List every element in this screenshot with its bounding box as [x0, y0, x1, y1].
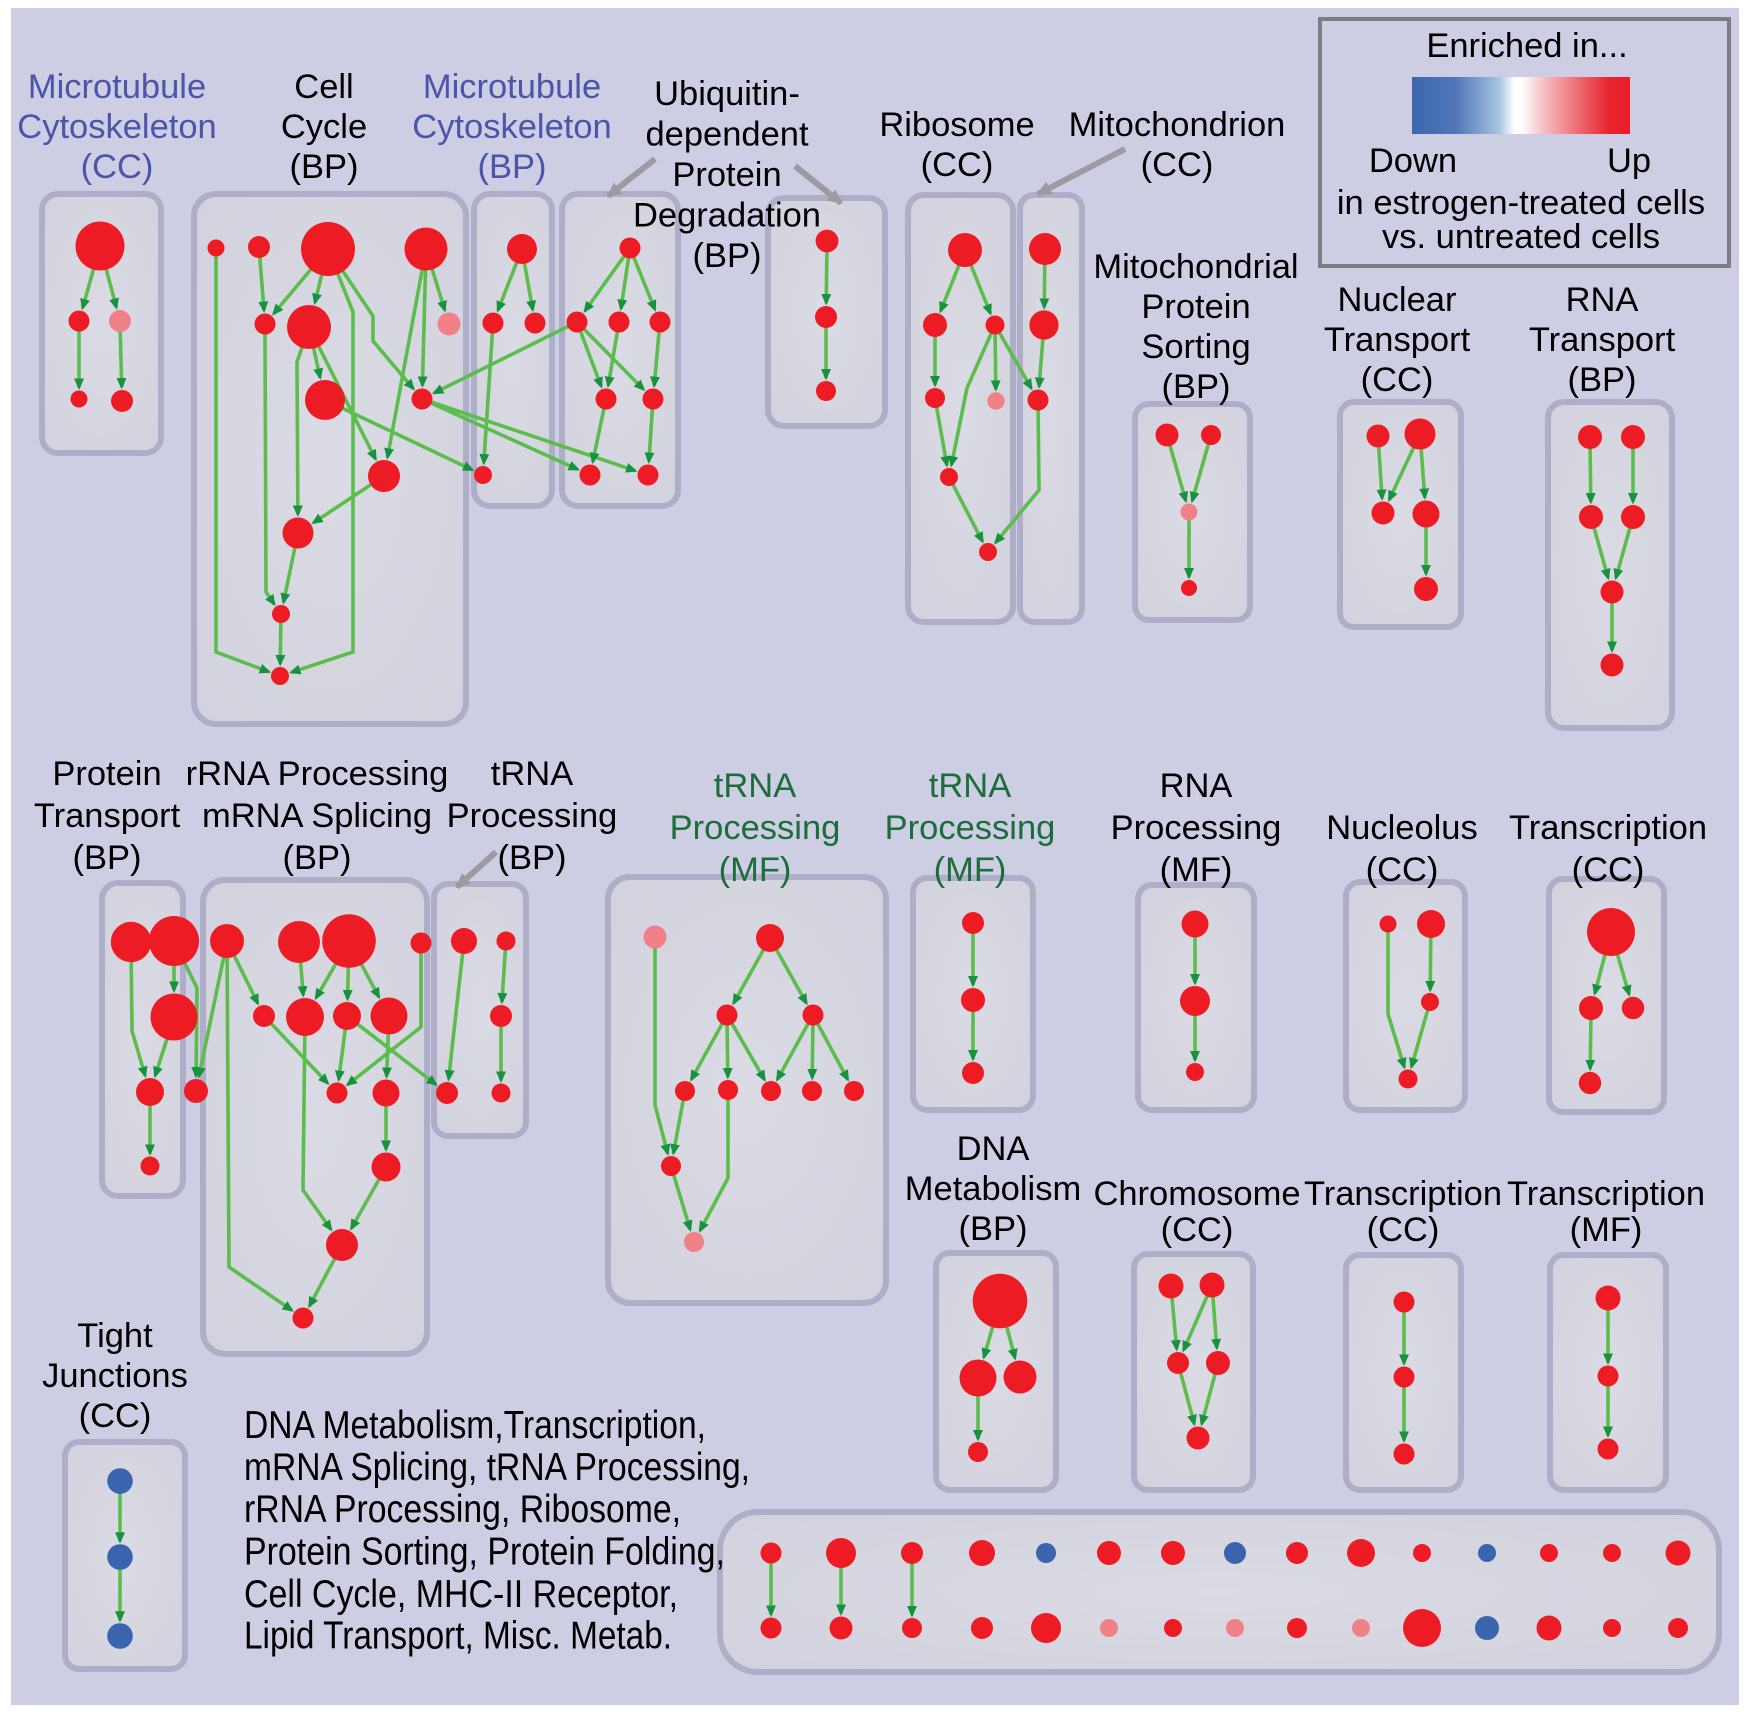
svg-text:(BP): (BP)	[1162, 368, 1231, 406]
svg-text:Protein: Protein	[672, 156, 781, 194]
svg-text:Transport: Transport	[34, 797, 181, 835]
svg-text:Microtubule: Microtubule	[28, 68, 206, 106]
svg-text:(CC): (CC)	[1366, 851, 1439, 889]
svg-text:Transport: Transport	[1324, 321, 1471, 359]
svg-text:(BP): (BP)	[283, 839, 352, 877]
svg-text:Processing: Processing	[447, 797, 618, 835]
svg-text:(CC): (CC)	[1161, 1211, 1234, 1249]
svg-text:Chromosome: Chromosome	[1093, 1175, 1300, 1213]
svg-text:(MF): (MF)	[719, 851, 792, 889]
svg-text:tRNA: tRNA	[929, 767, 1011, 805]
svg-text:(CC): (CC)	[921, 146, 994, 184]
svg-text:(CC): (CC)	[1572, 851, 1645, 889]
svg-text:Cytoskeleton: Cytoskeleton	[17, 108, 216, 146]
svg-text:DNA Metabolism,Transcription,: DNA Metabolism,Transcription,	[244, 1404, 706, 1447]
svg-text:Junctions: Junctions	[42, 1357, 188, 1395]
svg-text:RNA: RNA	[1160, 767, 1233, 805]
svg-text:vs. untreated cells: vs. untreated cells	[1382, 218, 1660, 256]
svg-text:Up: Up	[1607, 142, 1651, 180]
svg-text:in estrogen-treated cells: in estrogen-treated cells	[1337, 184, 1705, 222]
svg-text:Transcription: Transcription	[1507, 1175, 1705, 1213]
svg-text:(CC): (CC)	[1361, 361, 1434, 399]
svg-text:(BP): (BP)	[959, 1210, 1028, 1248]
svg-text:Lipid Transport, Misc. Metab.: Lipid Transport, Misc. Metab.	[244, 1615, 672, 1658]
svg-text:(CC): (CC)	[1141, 146, 1214, 184]
svg-text:Degradation: Degradation	[633, 197, 821, 235]
svg-text:Microtubule: Microtubule	[423, 68, 601, 106]
svg-text:(CC): (CC)	[79, 1397, 152, 1435]
svg-text:Ubiquitin-: Ubiquitin-	[654, 75, 800, 113]
svg-text:rRNA Processing, Ribosome,: rRNA Processing, Ribosome,	[244, 1488, 681, 1531]
svg-text:Nuclear: Nuclear	[1338, 281, 1457, 319]
svg-text:Ribosome: Ribosome	[879, 106, 1034, 144]
svg-text:Sorting: Sorting	[1141, 328, 1250, 366]
svg-text:(BP): (BP)	[498, 839, 567, 877]
svg-text:(BP): (BP)	[478, 148, 547, 186]
svg-text:Mitochondrion: Mitochondrion	[1069, 106, 1286, 144]
svg-text:Cytoskeleton: Cytoskeleton	[412, 108, 611, 146]
svg-text:Cell: Cell	[294, 68, 353, 106]
svg-text:rRNA Processing: rRNA Processing	[186, 755, 449, 793]
svg-text:Nucleolus: Nucleolus	[1326, 809, 1478, 847]
svg-text:(BP): (BP)	[290, 148, 359, 186]
svg-text:dependent: dependent	[645, 116, 808, 154]
svg-text:(MF): (MF)	[1570, 1211, 1643, 1249]
svg-text:tRNA: tRNA	[491, 755, 573, 793]
svg-text:(BP): (BP)	[693, 237, 762, 275]
svg-text:RNA: RNA	[1566, 281, 1639, 319]
svg-text:Enriched in...: Enriched in...	[1426, 27, 1627, 65]
svg-text:Tight: Tight	[77, 1317, 153, 1355]
svg-text:Down: Down	[1369, 142, 1457, 180]
svg-text:(BP): (BP)	[73, 839, 142, 877]
svg-text:(CC): (CC)	[1367, 1211, 1440, 1249]
svg-text:Transcription: Transcription	[1509, 809, 1707, 847]
svg-text:Protein Sorting, Protein Foldi: Protein Sorting, Protein Folding,	[244, 1531, 725, 1574]
svg-text:Cycle: Cycle	[281, 108, 367, 146]
svg-text:Cell Cycle, MHC-II Receptor,: Cell Cycle, MHC-II Receptor,	[244, 1573, 678, 1616]
svg-text:mRNA Splicing: mRNA Splicing	[202, 797, 432, 835]
svg-text:Processing: Processing	[885, 809, 1056, 847]
svg-text:Mitochondrial: Mitochondrial	[1093, 248, 1298, 286]
svg-text:Transcription: Transcription	[1304, 1175, 1502, 1213]
svg-text:(BP): (BP)	[1568, 361, 1637, 399]
svg-text:Protein: Protein	[52, 755, 161, 793]
svg-text:(MF): (MF)	[934, 851, 1007, 889]
svg-text:DNA: DNA	[957, 1130, 1030, 1168]
svg-text:tRNA: tRNA	[714, 767, 796, 805]
svg-text:Transport: Transport	[1529, 321, 1676, 359]
svg-text:(MF): (MF)	[1160, 851, 1233, 889]
svg-text:Protein: Protein	[1141, 288, 1250, 326]
svg-text:(CC): (CC)	[81, 148, 154, 186]
svg-text:mRNA Splicing, tRNA Processing: mRNA Splicing, tRNA Processing,	[244, 1446, 750, 1489]
svg-text:Processing: Processing	[670, 809, 841, 847]
svg-text:Metabolism: Metabolism	[905, 1170, 1081, 1208]
svg-text:Processing: Processing	[1111, 809, 1282, 847]
